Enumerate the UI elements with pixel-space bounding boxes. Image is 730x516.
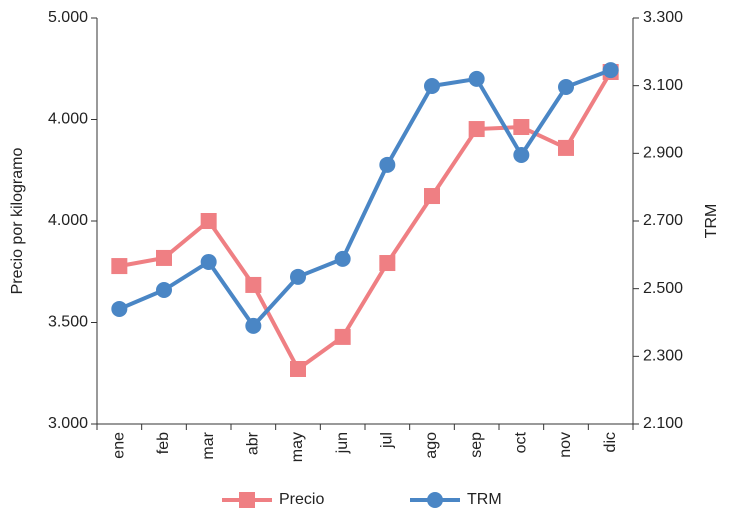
data-point	[200, 253, 217, 270]
y-tick-label: 3.500	[48, 314, 88, 331]
data-point	[334, 250, 351, 267]
legend-marker	[239, 492, 255, 508]
x-tick-label: nov	[557, 432, 574, 458]
data-point	[156, 249, 172, 266]
data-point	[379, 255, 396, 272]
legend-label: Precio	[279, 491, 324, 508]
x-tick-label: ene	[111, 432, 128, 459]
x-tick-label: jun	[334, 432, 351, 454]
x-tick-label: feb	[155, 432, 172, 454]
x-tick-label: mar	[200, 431, 217, 459]
y2-tick-label: 3.300	[643, 9, 683, 26]
data-point	[424, 78, 440, 95]
data-point	[468, 121, 485, 138]
series-line	[118, 68, 612, 330]
y2-tick-label: 3.100	[643, 77, 683, 94]
y-tick-label: 3.000	[48, 415, 88, 432]
x-tick-label: abr	[245, 431, 262, 455]
x-tick-label: ago	[423, 432, 440, 459]
y2-tick-label: 2.300	[643, 348, 683, 365]
data-point	[602, 62, 619, 79]
data-point	[468, 70, 485, 87]
data-point	[513, 147, 530, 164]
data-point	[245, 317, 262, 334]
y2-tick-label: 2.500	[643, 280, 683, 297]
y-tick-label: 4.000	[48, 212, 88, 229]
data-point	[245, 276, 262, 293]
y2-tick-label: 2.700	[643, 212, 683, 229]
data-point	[200, 213, 217, 229]
y-tick-label: 4.000	[48, 111, 88, 128]
y2-axis-title: TRM	[703, 204, 720, 239]
data-point	[513, 119, 530, 136]
y2-tick-label: 2.100	[643, 415, 683, 432]
y-tick-label: 5.000	[48, 9, 88, 26]
legend-label: TRM	[467, 491, 502, 508]
data-point	[156, 282, 172, 299]
data-point	[424, 188, 440, 205]
data-point	[111, 258, 128, 275]
y-axis-title: Precio por kilogramo	[9, 148, 26, 295]
data-point	[290, 360, 306, 377]
x-tick-label: dic	[602, 432, 619, 452]
series-line	[118, 70, 613, 372]
legend-marker	[427, 492, 443, 508]
data-point	[334, 328, 351, 345]
x-tick-label: jul	[379, 432, 396, 449]
x-tick-label: sep	[468, 432, 485, 458]
y2-tick-label: 2.900	[643, 145, 683, 162]
x-tick-label: oct	[513, 431, 530, 453]
data-point	[111, 300, 128, 317]
data-point	[558, 139, 574, 156]
data-point	[379, 156, 396, 173]
x-tick-label: may	[289, 432, 306, 462]
data-point	[558, 79, 574, 96]
data-point	[290, 268, 306, 285]
